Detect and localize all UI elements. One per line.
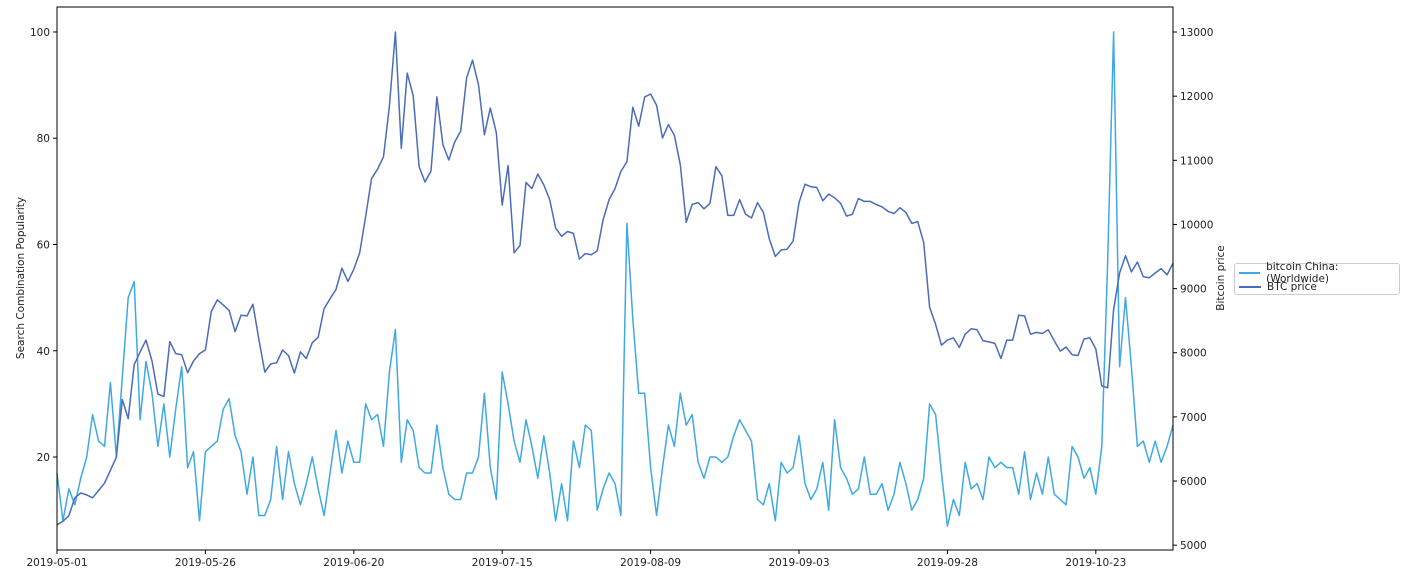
legend-item-btc: BTC price bbox=[1235, 280, 1399, 294]
y-left-tick-label: 40 bbox=[37, 346, 50, 358]
y-right-tick-label: 7000 bbox=[1180, 412, 1207, 424]
x-tick-label: 2019-06-20 bbox=[323, 557, 384, 569]
y-right-tick-label: 6000 bbox=[1180, 476, 1207, 488]
x-tick-label: 2019-10-23 bbox=[1065, 557, 1126, 569]
series-line-btc-price bbox=[56, 31, 1174, 526]
series-line-search-popularity bbox=[56, 31, 1174, 527]
x-tick-label: 2019-07-15 bbox=[472, 557, 533, 569]
legend-label-btc: BTC price bbox=[1267, 281, 1317, 293]
x-tick-label: 2019-08-09 bbox=[620, 557, 681, 569]
y-left-tick-label: 20 bbox=[37, 452, 50, 464]
y-axis-label-left: Search Combination Popularity bbox=[15, 197, 27, 359]
plot-frame bbox=[56, 6, 1174, 551]
y-right-tick-label: 11000 bbox=[1180, 155, 1213, 167]
x-tick-label: 2019-09-03 bbox=[769, 557, 830, 569]
y-right-tick-label: 5000 bbox=[1180, 540, 1207, 552]
y-left-tick-label: 100 bbox=[30, 27, 50, 39]
legend-swatch-search bbox=[1239, 272, 1261, 274]
y-axis-label-right: Bitcoin price bbox=[1215, 245, 1227, 310]
legend: bitcoin China: (Worldwide) BTC price bbox=[1234, 261, 1400, 295]
y-right-tick-label: 9000 bbox=[1180, 284, 1207, 296]
x-tick-label: 2019-05-01 bbox=[26, 557, 87, 569]
legend-swatch-btc bbox=[1239, 286, 1261, 288]
y-right-tick-label: 12000 bbox=[1180, 91, 1213, 103]
x-tick-label: 2019-05-26 bbox=[175, 557, 236, 569]
y-right-tick-label: 8000 bbox=[1180, 348, 1207, 360]
axes: 2019-05-01 2019-05-26 2019-06-20 2019-07-15… bbox=[26, 27, 1213, 569]
y-right-tick-label: 10000 bbox=[1180, 219, 1213, 231]
legend-label-search: bitcoin China: (Worldwide) bbox=[1266, 261, 1339, 285]
y-right-tick-label: 13000 bbox=[1180, 27, 1213, 39]
y-left-tick-label: 80 bbox=[37, 133, 50, 145]
y-left-tick-label: 60 bbox=[37, 239, 50, 251]
x-tick-label: 2019-09-28 bbox=[917, 557, 978, 569]
legend-item-search: bitcoin China: (Worldwide) bbox=[1235, 261, 1399, 285]
plot-marks bbox=[56, 31, 1174, 527]
